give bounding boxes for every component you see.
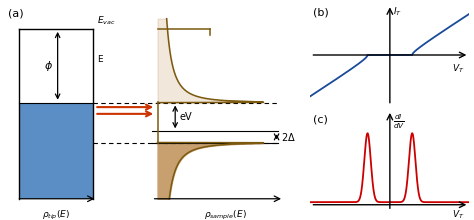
Text: $2\Delta$: $2\Delta$ [281,131,296,143]
Text: $I_T$: $I_T$ [393,6,402,18]
Text: $V_T$: $V_T$ [452,208,465,220]
Text: (b): (b) [313,7,328,18]
Text: E: E [97,55,103,64]
Text: eV: eV [180,112,192,122]
Text: $\frac{dI}{dV}$: $\frac{dI}{dV}$ [393,112,405,131]
Bar [19,103,93,199]
Text: $\phi$: $\phi$ [45,59,53,73]
Text: (a): (a) [8,9,23,18]
Text: $\rho_{sample}(E)$: $\rho_{sample}(E)$ [204,209,246,220]
Text: $E_{vac}$: $E_{vac}$ [97,14,116,27]
Text: $\rho_{tip}(E)$: $\rho_{tip}(E)$ [42,209,70,220]
Text: (c): (c) [313,114,328,124]
Text: $V_T$: $V_T$ [452,63,465,75]
